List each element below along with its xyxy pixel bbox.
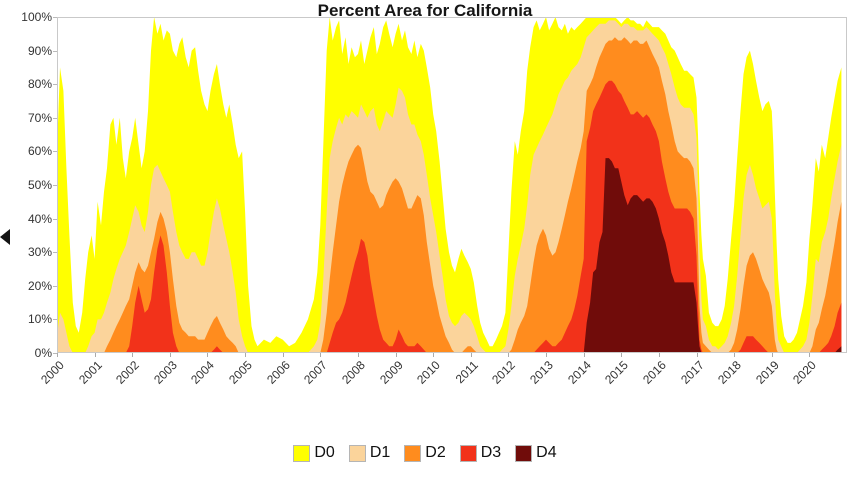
- x-tick-mark: [470, 353, 472, 357]
- x-tick-label: 2015: [602, 358, 632, 387]
- legend-label-d1: D1: [369, 444, 391, 461]
- y-tick-mark: [53, 185, 57, 186]
- y-tick-label: 0%: [34, 346, 52, 360]
- y-tick-label: 40%: [27, 211, 52, 226]
- x-tick-label: 2008: [339, 358, 368, 387]
- y-tick-mark: [53, 50, 57, 52]
- legend-label-d4: D4: [536, 444, 557, 461]
- y-tick-label: 30%: [27, 245, 52, 260]
- legend-label-d2: D2: [425, 444, 446, 461]
- legend-item-d1: D1: [348, 444, 391, 462]
- legend-swatch-d0: [293, 444, 311, 462]
- legend-item-d4: D4: [515, 444, 557, 462]
- x-tick-label: 2004: [188, 358, 218, 387]
- x-tick-mark: [583, 353, 585, 357]
- x-tick-mark: [395, 353, 397, 357]
- x-tick-label: 2006: [263, 358, 293, 387]
- x-tick-mark: [546, 353, 548, 357]
- legend-swatch-d3: [459, 444, 477, 462]
- x-tick-mark: [320, 353, 322, 357]
- y-tick-mark: [53, 84, 57, 86]
- y-tick-label: 100%: [21, 10, 52, 24]
- x-tick-mark: [508, 353, 510, 357]
- x-tick-mark: [621, 353, 623, 357]
- x-tick-label: 2001: [75, 358, 105, 387]
- y-tick-mark: [53, 319, 57, 321]
- x-tick-mark: [132, 353, 134, 357]
- y-tick-label: 70%: [27, 110, 52, 125]
- x-tick-mark: [94, 353, 96, 357]
- x-tick-label: 2005: [226, 358, 255, 387]
- y-tick-mark: [53, 17, 57, 18]
- x-tick-mark: [809, 353, 811, 357]
- x-tick-label: 2013: [527, 358, 556, 387]
- y-tick-mark: [53, 117, 57, 119]
- y-tick-label: 80%: [27, 77, 52, 92]
- x-tick-label: 2010: [414, 358, 444, 387]
- x-tick-mark: [771, 353, 773, 357]
- x-tick-label: 2020: [790, 358, 820, 387]
- legend-item-d3: D3: [459, 444, 502, 462]
- legend-label-d3: D3: [480, 444, 502, 461]
- area-series-d4: [57, 158, 842, 353]
- x-tick-label: 2014: [564, 358, 594, 387]
- x-tick-label: 2012: [489, 358, 519, 387]
- x-tick-label: 2007: [301, 358, 331, 387]
- chart-title: Percent Area for California: [317, 1, 533, 20]
- legend: D0 D1 D2 D3 D4: [0, 444, 850, 462]
- y-tick-label: 60%: [27, 144, 52, 159]
- x-tick-mark: [169, 353, 171, 357]
- x-tick-mark: [57, 353, 58, 357]
- y-tick-label: 50%: [27, 178, 52, 192]
- x-tick-label: 2002: [113, 358, 143, 387]
- y-tick-label: 10%: [27, 312, 52, 327]
- x-tick-label: 2018: [715, 358, 745, 387]
- y-tick-mark: [53, 252, 57, 254]
- x-tick-label: 2009: [376, 358, 406, 387]
- x-tick-label: 2016: [640, 358, 669, 387]
- x-tick-label: 2003: [150, 358, 180, 387]
- x-tick-mark: [357, 353, 359, 357]
- legend-label-d0: D0: [314, 444, 335, 461]
- x-tick-mark: [433, 353, 435, 357]
- x-tick-mark: [658, 353, 660, 357]
- plot-border: [57, 17, 847, 353]
- x-tick-mark: [696, 353, 698, 357]
- y-tick-mark: [53, 353, 57, 354]
- y-tick-label: 20%: [27, 278, 52, 293]
- drought-stacked-area-chart: [57, 17, 847, 354]
- x-tick-label: 2017: [677, 358, 707, 387]
- plot-area: [57, 17, 847, 354]
- x-tick-mark: [245, 353, 247, 357]
- x-tick-mark: [734, 353, 736, 357]
- y-tick-mark: [53, 285, 57, 287]
- x-tick-label: 2011: [452, 358, 481, 387]
- legend-item-d0: D0: [293, 444, 335, 462]
- legend-swatch-d2: [404, 444, 422, 462]
- y-tick-label: 90%: [27, 43, 52, 58]
- legend-swatch-d4: [515, 444, 533, 462]
- left-edge-arrow-icon[interactable]: [0, 229, 10, 245]
- x-tick-mark: [282, 353, 284, 357]
- x-tick-label: 2000: [38, 358, 67, 387]
- legend-item-d2: D2: [404, 444, 446, 462]
- legend-swatch-d1: [348, 444, 366, 462]
- x-tick-mark: [207, 353, 209, 357]
- x-tick-label: 2019: [752, 358, 782, 387]
- y-tick-mark: [53, 151, 57, 153]
- y-tick-mark: [53, 218, 57, 220]
